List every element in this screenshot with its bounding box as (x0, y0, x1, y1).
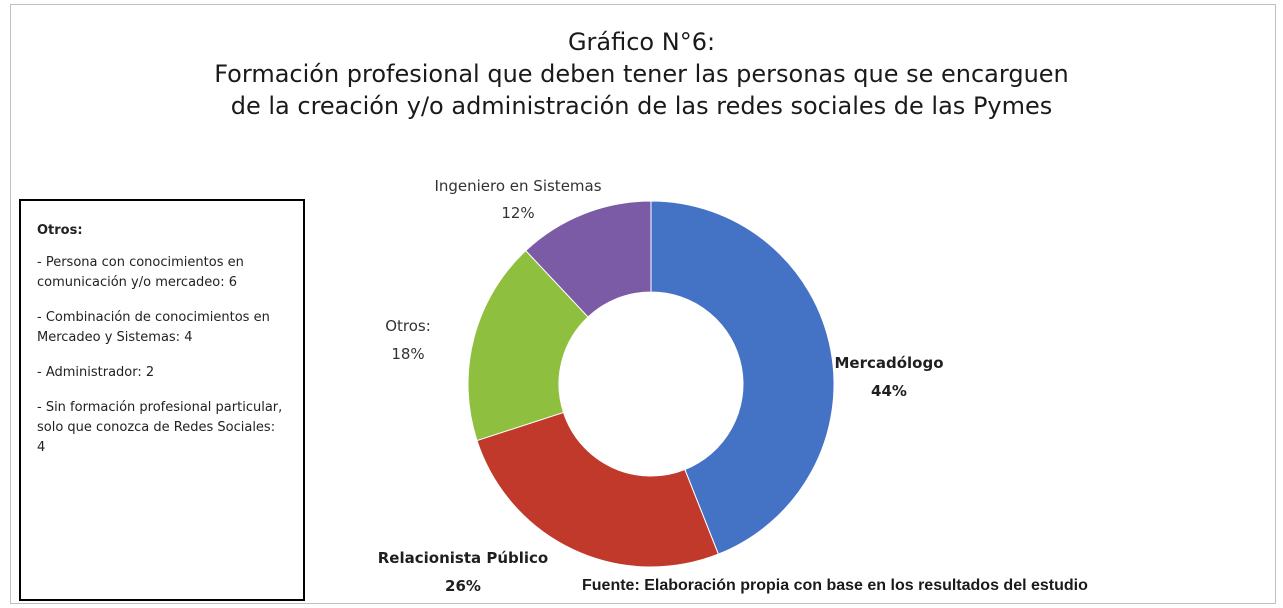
slice-label: Mercadólogo (834, 354, 943, 372)
slice-percent-label: 44% (871, 382, 907, 400)
slice-percent-label: 26% (445, 577, 481, 595)
otros-item: - Sin formación profesional particular, … (37, 400, 283, 455)
chart-frame (10, 4, 1276, 604)
chart-title: Gráfico N°6: Formación profesional que d… (0, 26, 1283, 122)
otros-item: - Persona con conocimientos en comunicac… (37, 255, 244, 290)
otros-item: - Combinación de conocimientos en Mercad… (37, 310, 270, 345)
title-line-2: Formación profesional que deben tener la… (214, 60, 1069, 88)
slice-ingeniero-en-sistemas (525, 200, 652, 318)
slice-relacionista-público (476, 411, 720, 568)
otros-item: - Administrador: 2 (37, 365, 155, 380)
slice-otros (467, 249, 589, 442)
title-line-3: de la creación y/o administración de las… (230, 92, 1053, 120)
slice-percent-label: 12% (501, 204, 534, 222)
slice-label: Relacionista Público (378, 549, 548, 567)
otros-header: Otros: (37, 223, 83, 238)
slice-mercadólogo (650, 200, 835, 555)
title-line-1: Gráfico N°6: (567, 28, 716, 56)
source-note: Fuente: Elaboración propia con base en l… (582, 577, 1088, 594)
slice-percent-label: 18% (391, 345, 424, 363)
slice-label: Otros: (385, 317, 431, 335)
slice-label: Ingeniero en Sistemas (434, 177, 601, 195)
otros-legend-box: Otros: - Persona con conocimientos en co… (19, 199, 305, 601)
